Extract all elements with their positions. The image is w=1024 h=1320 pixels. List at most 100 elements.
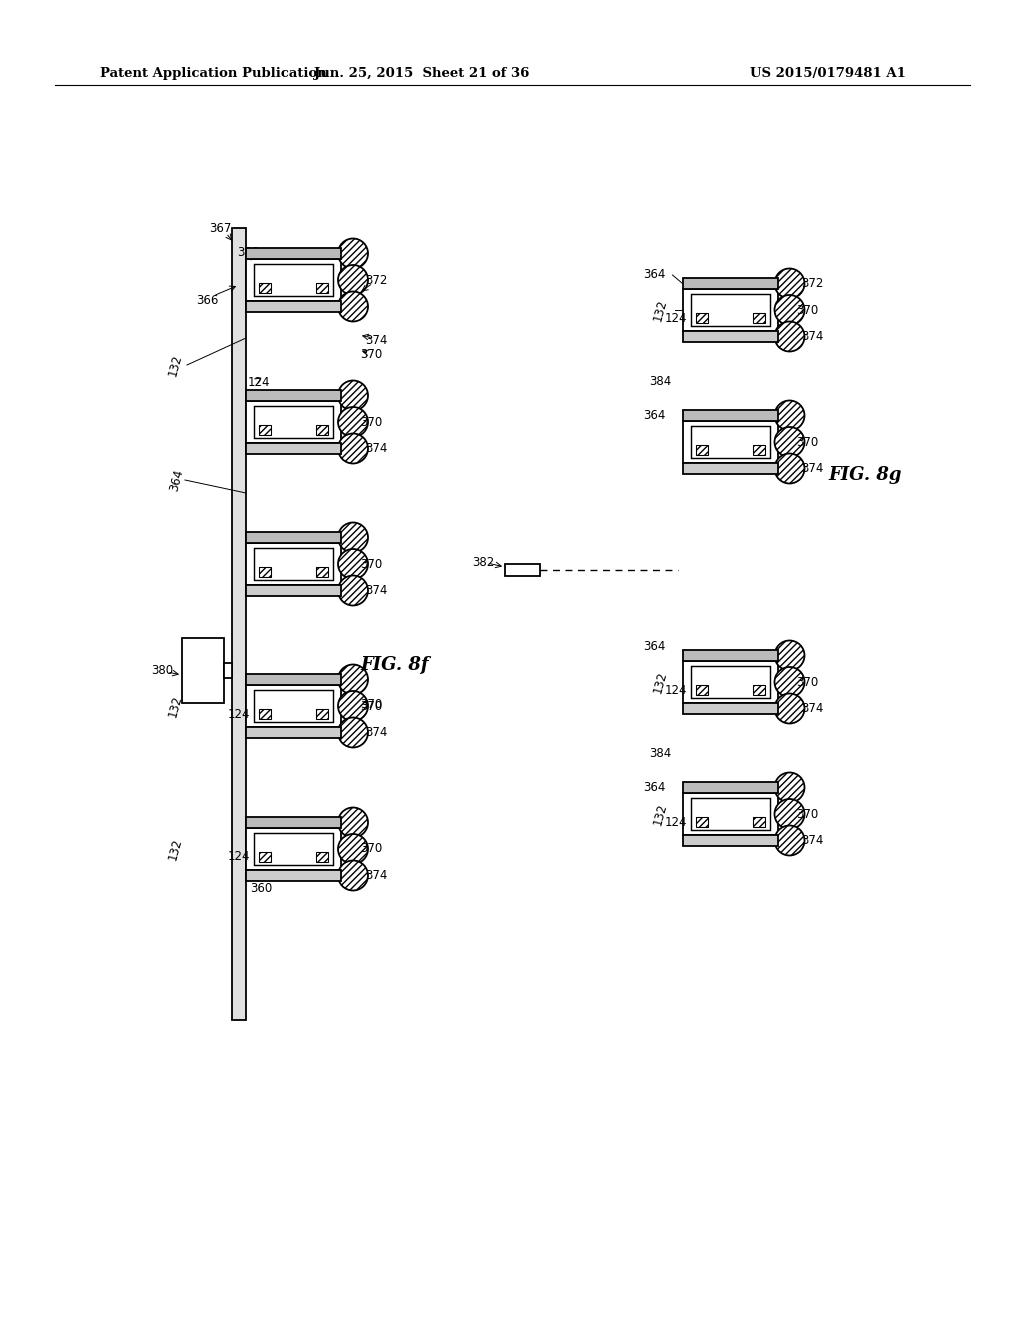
Text: 360: 360 bbox=[270, 531, 292, 544]
Bar bbox=[690, 294, 769, 326]
Bar bbox=[246, 259, 341, 301]
Circle shape bbox=[338, 690, 368, 721]
Bar bbox=[254, 690, 333, 722]
Text: 364: 364 bbox=[168, 467, 186, 492]
Bar bbox=[246, 444, 341, 454]
Bar bbox=[753, 685, 765, 696]
Text: 370: 370 bbox=[359, 557, 382, 570]
Circle shape bbox=[338, 407, 368, 437]
Text: 384: 384 bbox=[649, 375, 672, 388]
Bar bbox=[246, 870, 341, 880]
Circle shape bbox=[338, 549, 368, 579]
Bar bbox=[695, 685, 708, 696]
Text: 372: 372 bbox=[365, 273, 387, 286]
Text: 364: 364 bbox=[643, 781, 666, 795]
Bar bbox=[316, 425, 328, 436]
Bar bbox=[316, 851, 328, 862]
Text: 364: 364 bbox=[643, 640, 666, 653]
Text: Jun. 25, 2015  Sheet 21 of 36: Jun. 25, 2015 Sheet 21 of 36 bbox=[314, 66, 529, 79]
Bar bbox=[246, 532, 341, 543]
Text: 370: 370 bbox=[797, 808, 818, 821]
Text: 384: 384 bbox=[649, 747, 672, 760]
Circle shape bbox=[774, 268, 805, 298]
Text: 132: 132 bbox=[166, 693, 184, 718]
Bar bbox=[254, 264, 333, 296]
Circle shape bbox=[774, 322, 805, 351]
Bar bbox=[246, 543, 341, 585]
Bar bbox=[683, 649, 777, 661]
Text: 366: 366 bbox=[196, 293, 218, 306]
Bar bbox=[683, 661, 777, 704]
Text: 370: 370 bbox=[359, 697, 382, 710]
Text: Patent Application Publication: Patent Application Publication bbox=[100, 66, 327, 79]
Bar bbox=[259, 568, 271, 577]
Bar bbox=[232, 228, 246, 1020]
Bar bbox=[259, 425, 271, 436]
Bar bbox=[259, 709, 271, 719]
Text: 124: 124 bbox=[665, 312, 687, 325]
Bar bbox=[246, 389, 341, 401]
Bar bbox=[753, 445, 765, 455]
Bar bbox=[316, 282, 328, 293]
Text: 132: 132 bbox=[651, 669, 670, 694]
Circle shape bbox=[338, 718, 368, 747]
Bar bbox=[316, 709, 328, 719]
Bar bbox=[259, 282, 271, 293]
Bar bbox=[182, 638, 224, 702]
Bar bbox=[259, 568, 271, 577]
Circle shape bbox=[338, 433, 368, 463]
Text: 374: 374 bbox=[365, 583, 387, 597]
Text: 374: 374 bbox=[802, 330, 823, 343]
Text: 370: 370 bbox=[797, 676, 818, 689]
Bar bbox=[259, 282, 271, 293]
Circle shape bbox=[338, 576, 368, 606]
Bar bbox=[695, 817, 708, 828]
Text: 124: 124 bbox=[227, 850, 250, 863]
Text: 132: 132 bbox=[651, 801, 670, 826]
Bar bbox=[683, 781, 777, 793]
Text: 360: 360 bbox=[265, 673, 287, 686]
Text: 380: 380 bbox=[151, 664, 173, 676]
Bar bbox=[505, 564, 540, 576]
Text: 374: 374 bbox=[802, 702, 823, 715]
Bar bbox=[246, 675, 341, 685]
Bar bbox=[683, 421, 777, 463]
Text: 374: 374 bbox=[365, 334, 387, 346]
Bar bbox=[683, 411, 777, 421]
Text: 132: 132 bbox=[651, 297, 670, 322]
Bar bbox=[246, 828, 341, 870]
Text: 374: 374 bbox=[802, 462, 823, 475]
Bar bbox=[683, 704, 777, 714]
Text: 132: 132 bbox=[166, 837, 184, 862]
Bar bbox=[683, 289, 777, 331]
Circle shape bbox=[774, 400, 805, 430]
Bar bbox=[254, 833, 333, 865]
Bar bbox=[246, 401, 341, 444]
Bar bbox=[695, 445, 708, 455]
Bar bbox=[246, 585, 341, 597]
Text: 374: 374 bbox=[365, 726, 387, 739]
Bar bbox=[259, 709, 271, 719]
Bar bbox=[246, 248, 341, 259]
Bar bbox=[690, 426, 769, 458]
Bar bbox=[690, 799, 769, 830]
Circle shape bbox=[338, 292, 368, 322]
Bar bbox=[224, 663, 232, 677]
Bar bbox=[753, 817, 765, 828]
Bar bbox=[316, 568, 328, 577]
Circle shape bbox=[338, 834, 368, 865]
Text: 370: 370 bbox=[359, 700, 382, 713]
Bar bbox=[683, 463, 777, 474]
Bar bbox=[246, 727, 341, 738]
Bar bbox=[259, 851, 271, 862]
Bar bbox=[695, 685, 708, 696]
Circle shape bbox=[774, 294, 805, 325]
Text: 124: 124 bbox=[665, 684, 687, 697]
Bar bbox=[316, 282, 328, 293]
Text: FIG. 8g: FIG. 8g bbox=[828, 466, 902, 484]
Circle shape bbox=[338, 380, 368, 411]
Text: 367: 367 bbox=[209, 222, 231, 235]
Text: 370: 370 bbox=[359, 842, 382, 855]
Bar bbox=[683, 279, 777, 289]
Bar bbox=[316, 851, 328, 862]
